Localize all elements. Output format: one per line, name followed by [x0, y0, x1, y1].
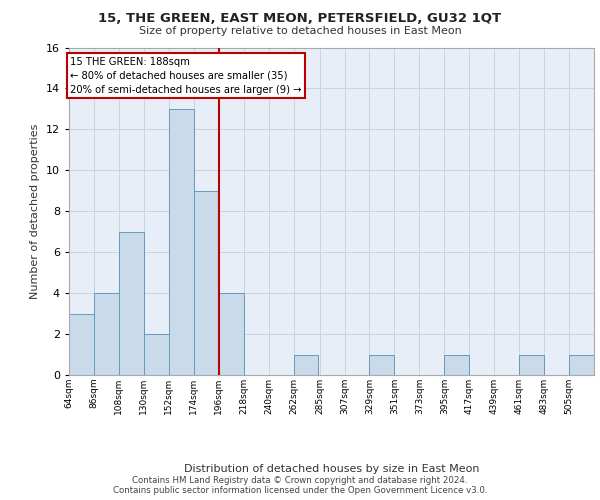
Bar — [569, 354, 594, 375]
Bar — [218, 293, 244, 375]
Text: Contains public sector information licensed under the Open Government Licence v3: Contains public sector information licen… — [113, 486, 487, 495]
Bar — [119, 232, 144, 375]
Text: 15 THE GREEN: 188sqm
← 80% of detached houses are smaller (35)
20% of semi-detac: 15 THE GREEN: 188sqm ← 80% of detached h… — [70, 56, 302, 94]
Text: 15, THE GREEN, EAST MEON, PETERSFIELD, GU32 1QT: 15, THE GREEN, EAST MEON, PETERSFIELD, G… — [98, 12, 502, 26]
Bar — [370, 354, 394, 375]
Bar — [94, 293, 119, 375]
Bar — [519, 354, 544, 375]
Bar — [445, 354, 469, 375]
Bar — [69, 314, 94, 375]
Y-axis label: Number of detached properties: Number of detached properties — [30, 124, 40, 299]
Bar — [169, 109, 194, 375]
Text: Contains HM Land Registry data © Crown copyright and database right 2024.: Contains HM Land Registry data © Crown c… — [132, 476, 468, 485]
Bar — [194, 191, 218, 375]
Bar — [144, 334, 169, 375]
Text: Size of property relative to detached houses in East Meon: Size of property relative to detached ho… — [139, 26, 461, 36]
X-axis label: Distribution of detached houses by size in East Meon: Distribution of detached houses by size … — [184, 464, 479, 474]
Bar — [293, 354, 319, 375]
